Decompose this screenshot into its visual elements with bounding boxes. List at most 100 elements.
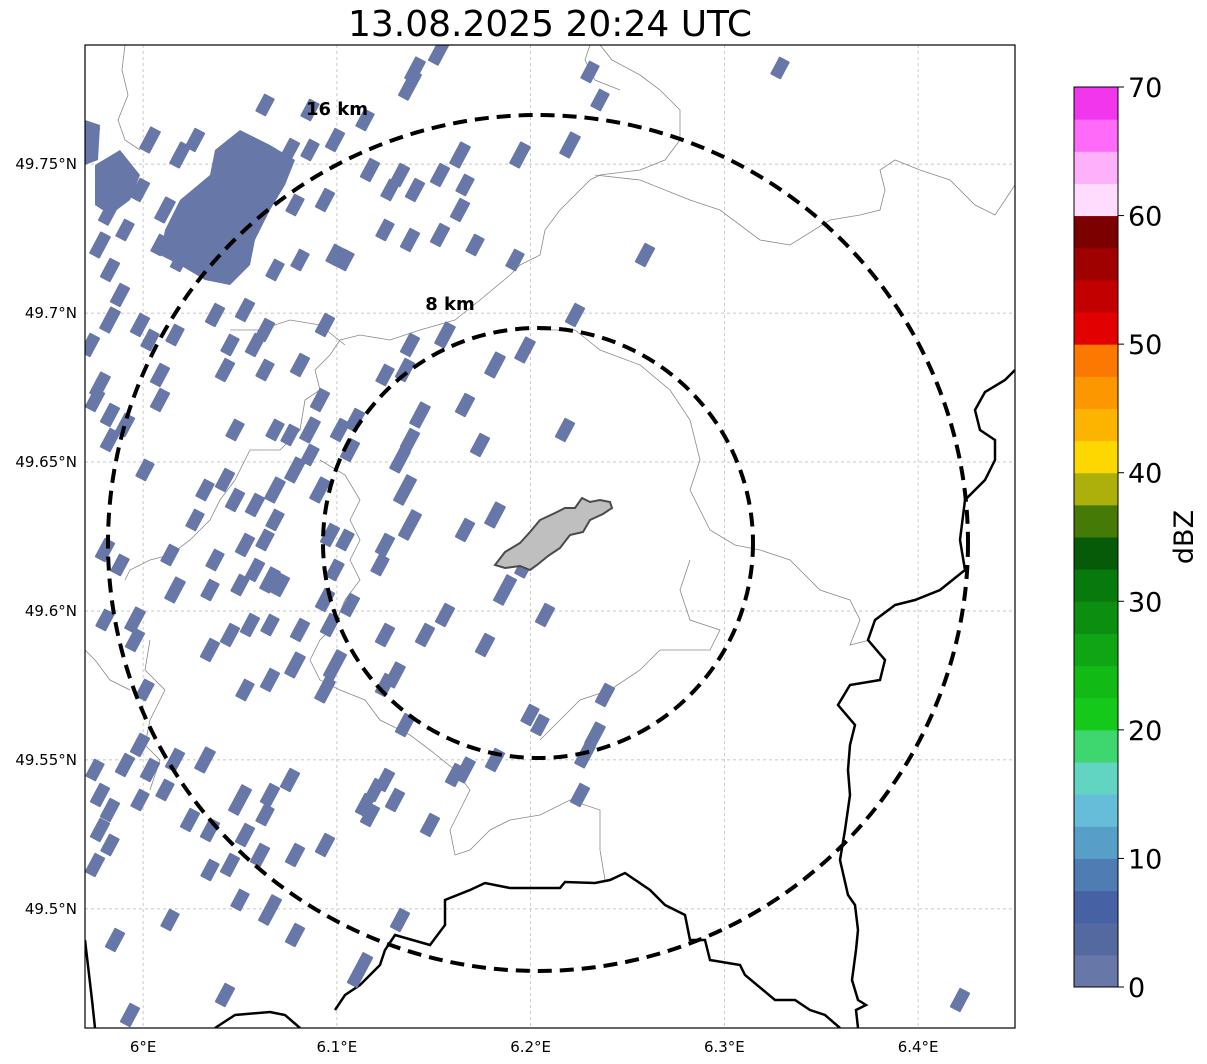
radar-echo-cell <box>89 782 111 808</box>
radar-echo-cell <box>554 417 576 443</box>
national-border <box>85 369 1015 1028</box>
radar-echo-cell <box>139 757 161 783</box>
y-tick-label: 49.65°N <box>15 453 77 471</box>
radar-echo-cell <box>335 528 355 552</box>
radar-echo-cell <box>129 177 151 203</box>
colorbar-tick-label: 40 <box>1128 459 1162 490</box>
radar-echo-cell <box>434 321 456 349</box>
radar-echo-cell <box>200 578 220 602</box>
radar-echo-cell <box>94 537 116 563</box>
radar-echo-cell <box>135 678 155 702</box>
radar-echo-cell <box>259 782 281 808</box>
radar-echo-cell <box>234 822 256 848</box>
radar-echo-cell <box>255 358 275 382</box>
radar-echo-cell <box>110 553 130 577</box>
radar-echo-cell <box>220 333 240 357</box>
radar-echo-cell <box>259 667 281 693</box>
radar-echo-cell <box>465 233 485 257</box>
colorbar-segment <box>1074 794 1118 827</box>
radar-echo-cell <box>124 627 146 653</box>
radar-echo-cell <box>100 833 120 857</box>
y-tick-label: 49.7°N <box>25 304 77 322</box>
radar-echo-cell <box>140 328 160 352</box>
radar-echo-cell <box>394 712 416 738</box>
radar-echo-cell <box>85 758 105 782</box>
radar-echo-cell <box>89 231 111 259</box>
radar-echo-cell <box>214 467 236 493</box>
radar-echo-cell <box>99 427 121 453</box>
radar-echo-cell <box>449 141 471 169</box>
colorbar-frame <box>1073 86 1119 988</box>
radar-echo-cell <box>375 363 395 387</box>
x-tick-label: 6.3°E <box>704 1038 745 1056</box>
radar-echo-cell <box>228 784 252 816</box>
radar-echo-cell <box>520 703 540 727</box>
x-tick-label: 6.1°E <box>316 1038 357 1056</box>
colorbar-segment <box>1074 954 1118 988</box>
colorbar-segment <box>1074 922 1118 956</box>
radar-echo-cell <box>234 297 256 323</box>
radar-echo-cell <box>235 678 255 702</box>
colorbar-segment <box>1074 151 1118 184</box>
colorbar-segment <box>1074 537 1118 570</box>
radar-echo-cell <box>199 637 221 663</box>
colorbar-segment <box>1074 247 1118 281</box>
radar-echo-cell <box>346 952 374 988</box>
radar-echo-cell <box>449 197 471 223</box>
radar-echo-cell <box>509 141 531 169</box>
radar-echo-cell <box>404 56 426 84</box>
radar-echo-cell <box>95 608 115 632</box>
radar-echo-cell <box>160 130 295 285</box>
radar-echo-cell <box>419 812 441 838</box>
colorbar-segment <box>1074 376 1118 409</box>
radar-echo-cell <box>329 417 351 443</box>
radar-echo-cell <box>264 476 286 504</box>
radar-echo-cell <box>225 418 245 442</box>
radar-echo-cell <box>584 721 606 749</box>
radar-echo-cell <box>434 602 456 628</box>
radar-echo-cell <box>258 894 282 926</box>
radar-echo-cell <box>135 458 155 482</box>
x-tick-label: 6.4°E <box>898 1038 939 1056</box>
radar-echo-cell <box>234 532 256 558</box>
radar-echo-cell <box>399 332 421 358</box>
radar-echo-cell <box>230 573 250 597</box>
x-tick-label: 6.2°E <box>510 1038 551 1056</box>
radar-echo-cell <box>214 982 236 1008</box>
colorbar-segment <box>1074 215 1118 249</box>
radar-echo-cell <box>398 509 422 541</box>
radar-echo-cell <box>255 528 275 552</box>
radar-echo-cell <box>169 141 191 169</box>
radar-echo-cell <box>200 858 220 882</box>
y-tick-label: 49.6°N <box>25 602 77 620</box>
radar-echo-cell <box>85 387 106 413</box>
radar-echo-cell <box>115 218 135 242</box>
radar-echo-cell <box>99 306 121 334</box>
radar-echo-cell <box>289 617 311 643</box>
radar-echo-cell <box>265 418 285 442</box>
radar-echo-cell <box>284 842 306 868</box>
radar-echo-cell <box>119 1002 141 1028</box>
radar-echo-cell <box>428 45 452 66</box>
radar-echo-cell <box>325 243 345 267</box>
radar-echo-cell <box>300 443 320 467</box>
radar-echo-cell <box>255 93 275 117</box>
radar-echo-cell <box>265 508 285 532</box>
radar-echo-cell <box>284 456 306 484</box>
radar-echo-cell <box>230 888 250 912</box>
colorbar-tick-label: 10 <box>1128 844 1162 875</box>
radar-echo-cell <box>384 787 406 813</box>
radar-echo-cell <box>139 126 161 154</box>
radar-echo-cell <box>160 908 180 932</box>
radar-echo-cell <box>284 922 306 948</box>
radar-echo-cell <box>514 336 536 364</box>
radar-echo-cell <box>149 387 171 413</box>
radar-echo-cell <box>244 332 266 358</box>
radar-echo-cell <box>124 606 146 634</box>
ring-label: 8 km <box>425 294 475 315</box>
radar-echo-cell <box>244 492 266 518</box>
radar-echo-cell <box>375 218 395 242</box>
radar-echo-cell <box>324 127 346 153</box>
radar-echo-cell <box>389 162 411 188</box>
